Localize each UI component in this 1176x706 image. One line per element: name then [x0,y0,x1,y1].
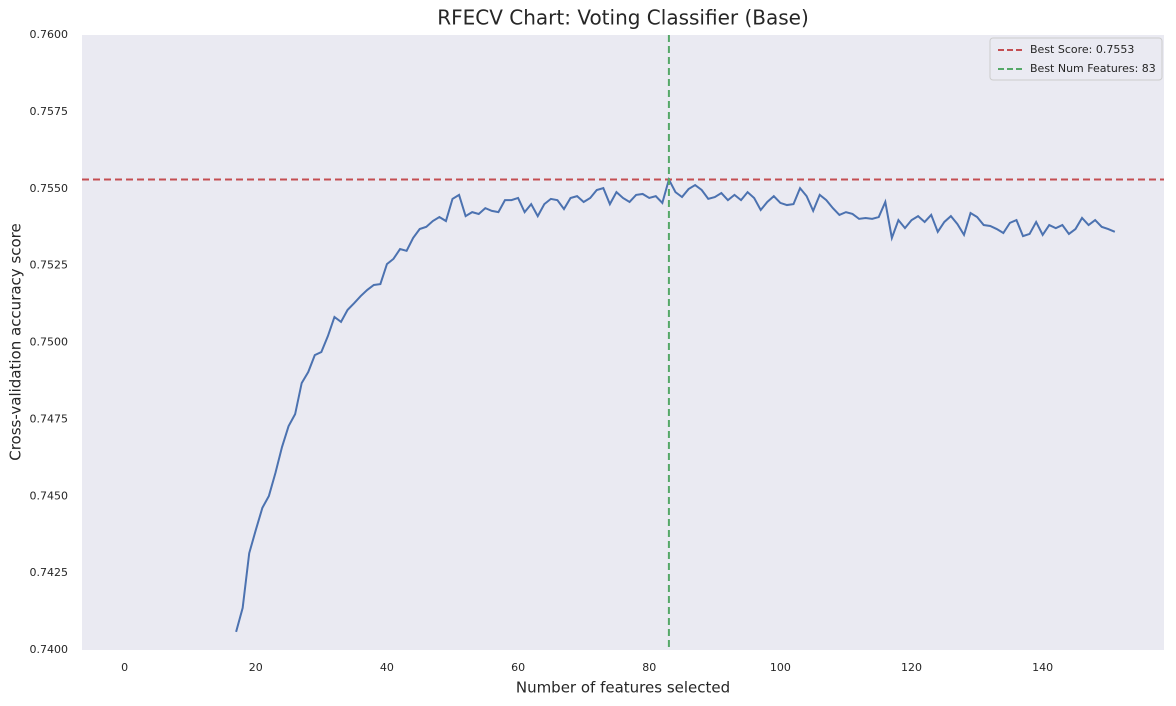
x-axis-label: Number of features selected [516,679,730,697]
x-tick-label: 140 [1032,661,1053,674]
y-tick-label: 0.7525 [30,259,69,272]
y-tick-label: 0.7475 [30,412,69,425]
plot-layer [82,35,1164,650]
x-tick-label: 100 [770,661,791,674]
y-axis-label: Cross-validation accuracy score [7,223,25,461]
legend-label: Best Score: 0.7553 [1030,43,1134,56]
x-tick-label: 120 [901,661,922,674]
plot-area [82,35,1164,650]
legend-label: Best Num Features: 83 [1030,62,1156,75]
y-tick-label: 0.7600 [30,28,69,41]
y-tick-label: 0.7425 [30,566,69,579]
x-tick-label: 80 [642,661,656,674]
chart-title: RFECV Chart: Voting Classifier (Base) [437,6,809,30]
x-tick-label: 60 [511,661,525,674]
y-tick-label: 0.7400 [30,643,69,656]
y-tick-label: 0.7500 [30,336,69,349]
legend-box [989,37,1163,81]
x-tick-label: 0 [121,661,128,674]
y-tick-label: 0.7450 [30,489,69,502]
data-line [235,176,1116,633]
y-tick-label: 0.7550 [30,182,69,195]
y-tick-label: 0.7575 [30,105,69,118]
x-tick-label: 20 [249,661,263,674]
x-tick-label: 40 [380,661,394,674]
